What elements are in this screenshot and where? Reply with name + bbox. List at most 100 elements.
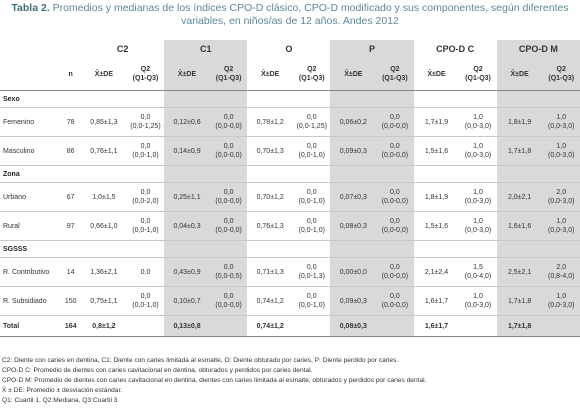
row-label: Urbano <box>0 182 61 212</box>
data-row: Urbano 67 1,0±1,5 0,0 (0,0-2,0) 0,25±1,1 0,0 … <box>0 182 580 212</box>
median-cell: 0,0 (0,0-1,0) <box>293 136 331 166</box>
mean-cell: 0,71±1,3 <box>247 257 294 287</box>
n-cell: 164 <box>60 315 82 337</box>
n-cell: 67 <box>60 182 82 212</box>
mean-header: X̄±DE <box>496 58 543 91</box>
median-cell: 1,0 (0,0-3,0) <box>459 107 497 137</box>
empty-cell <box>542 315 580 337</box>
median-cell: 0,0 (0,0-0,0) <box>209 211 248 241</box>
empty-cell <box>459 165 497 183</box>
section-title: Sexo <box>0 90 61 108</box>
median-cell: 1,0 (0,0-3,0) <box>459 182 497 212</box>
mean-header: X̄±DE <box>330 58 377 91</box>
median-cell: 0,0 (0,0-1,3) <box>293 257 331 287</box>
median-cell: 0,0 (0,0-1,0) <box>293 286 331 316</box>
mean-cell: 1,7±1,9 <box>413 107 460 137</box>
n-cell: 86 <box>60 136 82 166</box>
empty-cell <box>330 165 377 183</box>
median-cell: 2,0 (0,8-4,0) <box>542 257 580 287</box>
mean-cell: 0,08±0,3 <box>330 211 377 241</box>
median-cell: 0,0 (0,0-0,0) <box>209 182 248 212</box>
mean-cell: 0,12±0,6 <box>164 107 210 137</box>
mean-cell: 1,36±2,1 <box>81 257 127 287</box>
total-row: Total 164 0,8±1,2 0,13±0,8 0,74±1,2 0,08±0,3 1… <box>0 315 580 337</box>
median-cell: 0,0 (0,0-0,0) <box>376 182 414 212</box>
mean-cell: 1,6±1,7 <box>413 315 460 337</box>
empty-cell <box>542 240 580 258</box>
mean-cell: 0,76±1,3 <box>247 211 294 241</box>
group-header: P <box>330 40 414 58</box>
empty-cell <box>209 315 248 337</box>
caption: Tabla 2. Promedios y medianas de los índ… <box>0 2 580 28</box>
median-cell: 0,0 <box>126 257 165 287</box>
section-title: SGSSS <box>0 240 61 258</box>
mean-cell: 1,0±1,5 <box>81 182 127 212</box>
median-cell: 0,0 (0,0-0,0) <box>209 136 248 166</box>
group-header: CPO-D M <box>496 40 580 58</box>
n-cell: 14 <box>60 257 82 287</box>
mean-cell: 0,76±1,1 <box>81 136 127 166</box>
empty-cell <box>60 240 82 258</box>
median-cell: 0,0 (0,0-1,0) <box>293 182 331 212</box>
footnote: CPO-D C: Promedio de dientes con caries … <box>2 367 313 374</box>
footnote: C2: Diente con caries en dentina, C1: Di… <box>2 357 399 364</box>
mean-cell: 1,7±1,8 <box>496 286 543 316</box>
median-cell: 0,0 (0,0-0,0) <box>209 107 248 137</box>
section-row: Zona <box>0 165 580 183</box>
mean-cell: 1,7±1,8 <box>496 315 543 337</box>
row-label: Masculino <box>0 136 61 166</box>
empty-cell <box>209 165 248 183</box>
mean-header: X̄±DE <box>81 58 127 91</box>
mean-cell: 0,66±1,0 <box>81 211 127 241</box>
median-cell: 0,0 (0,0-1,0) <box>126 211 165 241</box>
empty-cell <box>413 90 460 108</box>
mean-cell: 2,1±2,4 <box>413 257 460 287</box>
empty-cell <box>293 315 331 337</box>
median-header: Q2 (Q1-Q3) <box>209 58 248 91</box>
median-cell: 1,0 (0,0-3,0) <box>459 136 497 166</box>
empty-cell <box>330 240 377 258</box>
median-cell: 0,0 (0,0-1,25) <box>126 107 165 137</box>
empty-cell <box>164 240 210 258</box>
mean-cell: 0,04±0,3 <box>164 211 210 241</box>
mean-cell: 1,6±1,6 <box>496 211 543 241</box>
group-header: C2 <box>116 43 129 54</box>
median-cell: 1,0 (0,0-3,0) <box>542 107 580 137</box>
median-cell: 0,0 (0,0-1,0) <box>293 211 331 241</box>
empty-cell <box>496 240 543 258</box>
median-cell: 0,0 (0,0-0,0) <box>376 257 414 287</box>
mean-cell: 2,0±2,1 <box>496 182 543 212</box>
empty-cell <box>60 90 82 108</box>
mean-header: X̄±DE <box>164 58 210 91</box>
empty-cell <box>459 315 497 337</box>
header-row: C2 C1 O P CPO-D C CPO-D M <box>0 40 580 58</box>
mean-cell: 0,09±0,3 <box>330 136 377 166</box>
empty-cell <box>247 90 294 108</box>
row-label: R. Subsidiado <box>0 286 61 316</box>
empty-cell <box>81 90 127 108</box>
empty-cell <box>0 58 61 91</box>
n-cell: 78 <box>60 107 82 137</box>
mean-cell: 0,09±0,3 <box>330 286 377 316</box>
median-cell: 0,0 (0,0-1,0) <box>126 136 165 166</box>
mean-cell: 0,06±0,2 <box>330 107 377 137</box>
mean-cell: 0,14±0,9 <box>164 136 210 166</box>
caption-label: Tabla 2. <box>11 2 50 14</box>
row-label: R. Contributivo <box>0 257 61 287</box>
row-label: Femenino <box>0 107 61 137</box>
empty-cell <box>60 40 81 58</box>
empty-cell <box>293 240 331 258</box>
mean-cell: 0,70±1,3 <box>247 136 294 166</box>
total-label: Total <box>0 315 61 337</box>
empty-cell <box>209 90 248 108</box>
mean-header: X̄±DE <box>413 58 460 91</box>
median-header: Q2 (Q1-Q3) <box>376 58 414 91</box>
mean-cell: 0,08±0,3 <box>330 315 377 337</box>
n-cell: 150 <box>60 286 82 316</box>
data-row: Rural 97 0,66±1,0 0,0 (0,0-1,0) 0,04±0,3 0,0 … <box>0 211 580 241</box>
empty-cell <box>81 240 127 258</box>
empty-cell <box>126 90 165 108</box>
empty-cell <box>81 165 127 183</box>
